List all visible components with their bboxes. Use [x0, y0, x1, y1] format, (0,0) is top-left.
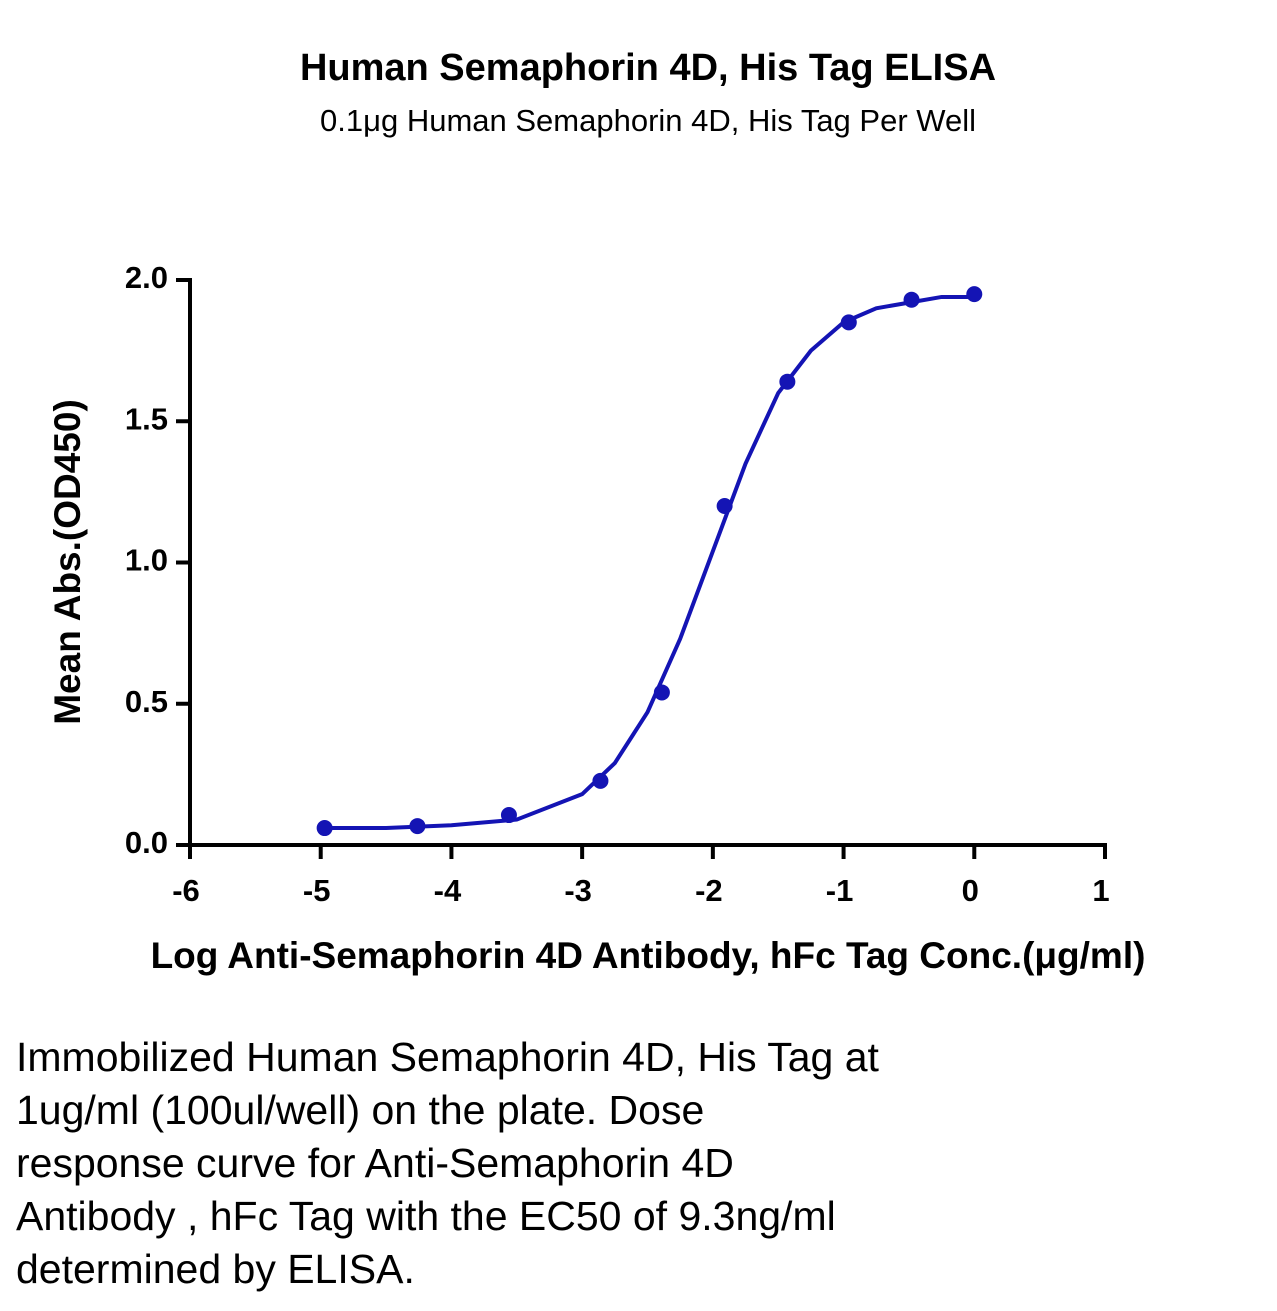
data-point — [500, 807, 517, 824]
data-point — [966, 286, 983, 303]
caption-line: determined by ELISA. — [16, 1246, 415, 1292]
x-tick-label: 0 — [962, 873, 979, 908]
y-tick-label: 1.0 — [125, 543, 168, 578]
data-point — [316, 820, 333, 837]
data-point — [409, 818, 426, 835]
x-tick-label: -6 — [172, 873, 200, 908]
fit-curve — [324, 294, 975, 831]
data-point — [779, 373, 796, 390]
data-point — [840, 314, 857, 331]
y-axis-label: Mean Abs.(OD450) — [47, 399, 88, 725]
x-tick-label: -2 — [695, 873, 723, 908]
caption-line: Antibody , hFc Tag with the EC50 of 9.3n… — [16, 1193, 836, 1239]
x-axis-label: Log Anti-Semaphorin 4D Antibody, hFc Tag… — [151, 935, 1146, 976]
caption-line: Immobilized Human Semaphorin 4D, His Tag… — [16, 1034, 880, 1080]
data-point — [903, 291, 920, 308]
caption-line: 1ug/ml (100ul/well) on the plate. Dose — [16, 1087, 704, 1133]
y-tick-label: 0.5 — [125, 684, 168, 719]
caption-line: response curve for Anti-Semaphorin 4D — [16, 1140, 734, 1186]
x-tick-label: -5 — [303, 873, 331, 908]
x-tick-label: 1 — [1092, 873, 1109, 908]
data-point — [592, 772, 609, 789]
data-point — [653, 684, 670, 701]
x-tick-label: -1 — [826, 873, 854, 908]
y-tick-label: 2.0 — [125, 260, 168, 295]
y-tick-label: 0.0 — [125, 825, 168, 860]
chart-subtitle: 0.1μg Human Semaphorin 4D, His Tag Per W… — [320, 103, 976, 138]
x-tick-label: -3 — [564, 873, 592, 908]
data-point — [716, 498, 733, 514]
chart-title: Human Semaphorin 4D, His Tag ELISA — [300, 47, 996, 89]
y-tick-label: 1.5 — [125, 401, 168, 436]
x-tick-label: -4 — [434, 873, 462, 908]
